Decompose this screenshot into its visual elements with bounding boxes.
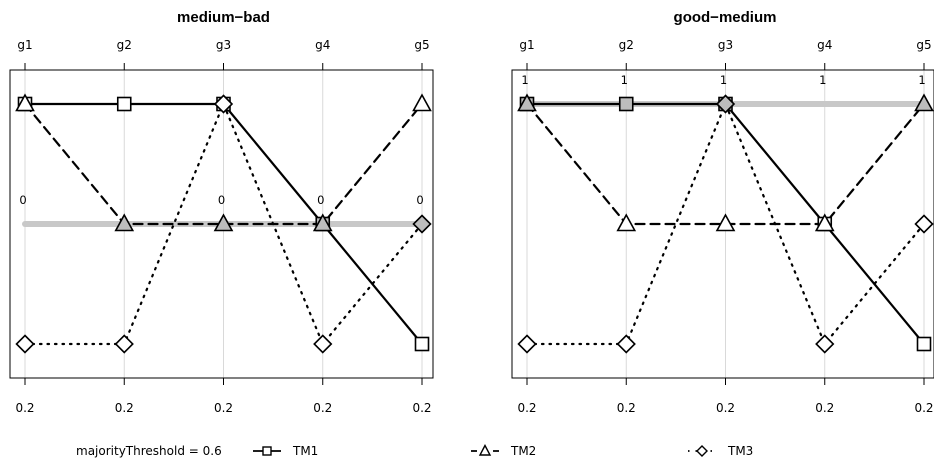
data-point-tm3 xyxy=(412,214,432,234)
threshold-label: 0 xyxy=(317,193,324,207)
data-point-tm3 xyxy=(213,94,234,114)
top-tick-label: g3 xyxy=(216,38,231,52)
data-point-tm3 xyxy=(914,214,934,234)
threshold-label: 1 xyxy=(720,73,727,87)
data-point-tm2 xyxy=(15,93,35,112)
bottom-tick-label: 0.2 xyxy=(716,401,735,415)
bottom-tick-label: 0.2 xyxy=(815,401,834,415)
data-point-tm2 xyxy=(715,213,736,232)
top-tick-label: g2 xyxy=(619,38,634,52)
legend: majorityThreshold = 0.6 TM1 TM2 TM3 xyxy=(76,443,753,458)
data-point-tm2 xyxy=(914,93,934,112)
legend-item-label: TM3 xyxy=(727,444,753,458)
threshold-label: 1 xyxy=(621,73,628,87)
bottom-tick-label: 0.2 xyxy=(15,401,34,415)
data-point-tm3 xyxy=(114,334,134,354)
data-point-tm2 xyxy=(616,213,637,232)
threshold-label: 1 xyxy=(819,73,826,87)
bottom-tick-label: 0.2 xyxy=(115,401,134,415)
legend-marker xyxy=(478,443,492,456)
threshold-label: 0 xyxy=(19,193,26,207)
data-point-tm2 xyxy=(412,93,432,112)
top-tick-label: g4 xyxy=(817,38,832,52)
data-point-tm2 xyxy=(517,93,537,112)
data-point-tm2 xyxy=(814,213,835,232)
legend-marker xyxy=(262,446,272,456)
legend-title: majorityThreshold = 0.6 xyxy=(76,444,222,458)
data-point-tm3 xyxy=(616,334,636,354)
threshold-label: 1 xyxy=(521,73,528,87)
plot-frame xyxy=(511,69,934,379)
data-point-tm3 xyxy=(517,334,537,354)
plot-frame xyxy=(9,69,434,379)
chart-title: good−medium xyxy=(674,9,777,26)
data-point-tm3 xyxy=(313,334,333,354)
bottom-tick-label: 0.2 xyxy=(617,401,636,415)
top-tick-label: g5 xyxy=(414,38,429,52)
bottom-tick-label: 0.2 xyxy=(914,401,933,415)
data-point-tm2 xyxy=(114,213,135,232)
bottom-tick-label: 0.2 xyxy=(517,401,536,415)
top-tick-label: g4 xyxy=(315,38,330,52)
legend-marker xyxy=(696,445,708,457)
data-point-tm3 xyxy=(15,334,35,354)
legend-item-label: TM2 xyxy=(510,444,536,458)
legend-item-label: TM1 xyxy=(292,444,318,458)
top-tick-label: g1 xyxy=(519,38,534,52)
bottom-tick-label: 0.2 xyxy=(214,401,233,415)
data-point-tm2 xyxy=(312,213,333,232)
top-tick-label: g1 xyxy=(17,38,32,52)
bottom-tick-label: 0.2 xyxy=(412,401,431,415)
data-point-tm3 xyxy=(715,94,736,114)
threshold-label: 0 xyxy=(416,193,423,207)
top-tick-label: g3 xyxy=(718,38,733,52)
threshold-label: 0 xyxy=(218,193,225,207)
data-point-tm1 xyxy=(116,96,132,112)
chart-panel-1: medium−bad g1 g2 g3 g4 g5 0.2 0.2 0.2 0.2 0.2 0 0 0 0 xyxy=(9,9,434,415)
threshold-label: 1 xyxy=(918,73,925,87)
chart-title: medium−bad xyxy=(177,9,270,26)
top-tick-label: g2 xyxy=(117,38,132,52)
chart-panel-2: good−medium g1 g2 g3 g4 g5 0.2 0.2 0.2 0.2 0.2 1 1 1 1… xyxy=(511,9,934,415)
data-point-tm3 xyxy=(815,334,835,354)
data-point-tm2 xyxy=(213,213,234,232)
data-point-tm1 xyxy=(916,336,932,352)
data-point-tm1 xyxy=(618,96,634,112)
data-point-tm1 xyxy=(414,336,430,352)
bottom-tick-label: 0.2 xyxy=(313,401,332,415)
top-tick-label: g5 xyxy=(916,38,931,52)
